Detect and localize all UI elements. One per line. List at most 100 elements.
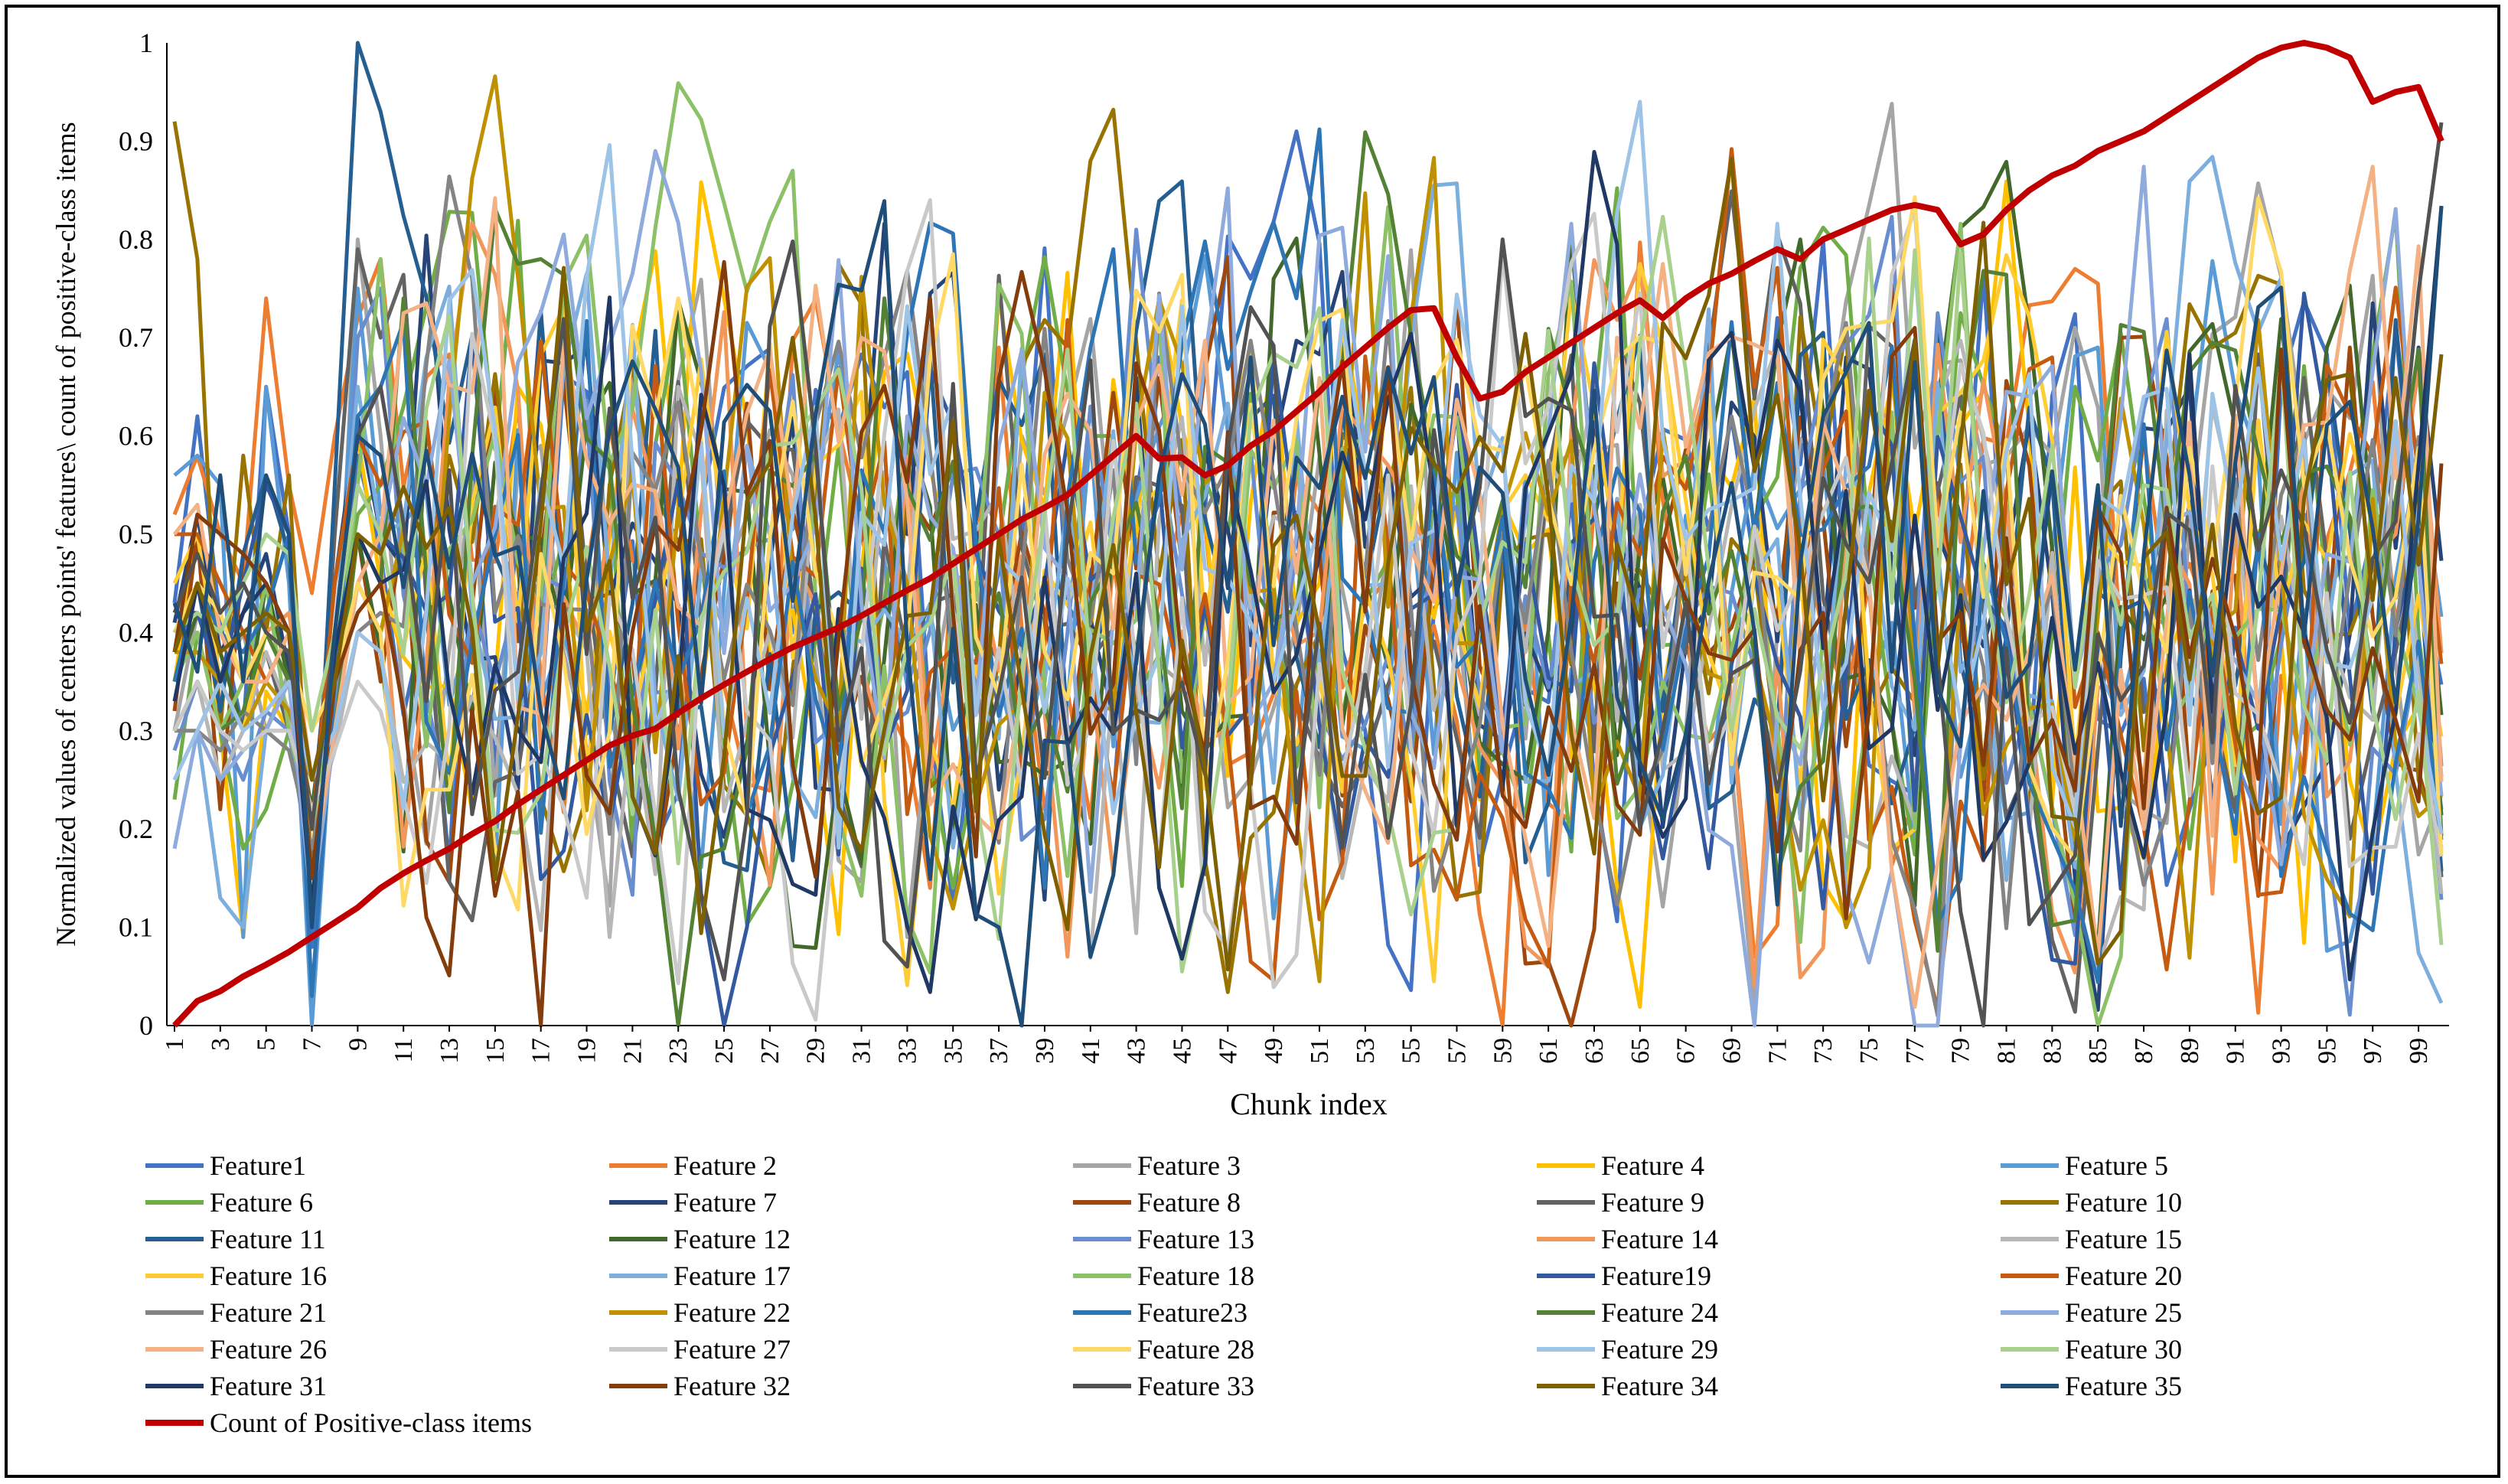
legend-item: Feature 12 [609,1221,791,1257]
legend-item: Feature 13 [1073,1221,1254,1257]
chart-axes [166,43,2449,1026]
legend-label: Feature 7 [673,1187,777,1218]
x-tick-label: 99 [2405,1038,2433,1064]
legend-swatch [609,1310,667,1315]
legend-label: Feature 15 [2065,1224,2182,1254]
legend-swatch [1073,1384,1131,1388]
legend-label: Feature 18 [1137,1261,1254,1291]
legend-item: Feature 29 [1537,1332,1718,1367]
x-tick-label: 31 [848,1038,876,1064]
legend-item: Feature 21 [145,1295,327,1330]
legend-swatch [1073,1347,1131,1352]
legend-swatch [1073,1310,1131,1315]
x-tick-label: 91 [2222,1038,2250,1064]
legend-label: Feature 3 [1137,1150,1241,1181]
y-tick-label: 0.4 [119,617,153,647]
legend-item: Feature 7 [609,1185,777,1220]
x-tick-label: 87 [2130,1038,2158,1064]
x-tick-label: 59 [1489,1038,1517,1064]
legend-swatch [609,1163,667,1168]
legend-swatch [1537,1384,1595,1388]
legend-label: Feature 11 [210,1224,326,1254]
legend-label: Feature 27 [673,1334,791,1365]
legend-label: Feature 5 [2065,1150,2168,1181]
x-tick-label: 89 [2176,1038,2204,1064]
legend-swatch [1537,1310,1595,1315]
x-tick-label: 39 [1031,1038,1059,1064]
x-tick-label: 49 [1260,1038,1288,1064]
legend-label: Feature 20 [2065,1261,2182,1291]
x-tick-label: 11 [390,1038,418,1063]
y-tick-label: 0.2 [119,814,153,844]
legend-item: Feature 24 [1537,1295,1718,1330]
legend-item: Feature 33 [1073,1368,1254,1404]
legend-swatch [145,1237,204,1241]
x-tick-label: 23 [664,1038,693,1064]
legend-label: Feature 31 [210,1371,327,1401]
legend-label: Feature 12 [673,1224,791,1254]
x-tick-label: 97 [2359,1038,2387,1064]
x-tick-label: 83 [2038,1038,2066,1064]
x-tick-label: 67 [1672,1038,1701,1064]
legend-item: Feature 27 [609,1332,791,1367]
y-tick-label: 0.7 [119,322,153,353]
series-line-feature-31 [172,150,2444,994]
legend-item: Feature 20 [2001,1258,2182,1293]
legend-label: Feature 22 [673,1297,791,1328]
legend-item: Feature 25 [2001,1295,2182,1330]
x-tick-label: 65 [1626,1038,1655,1064]
legend-label: Feature 25 [2065,1297,2182,1328]
legend-item: Feature 16 [145,1258,327,1293]
series-layer [172,40,2444,1028]
legend-swatch [1537,1347,1595,1352]
y-tick-label: 0.5 [119,519,153,550]
y-tick-label: 0 [139,1010,153,1041]
legend-label: Feature 32 [673,1371,791,1401]
legend-item: Feature 3 [1073,1148,1241,1183]
legend-label: Feature 13 [1137,1224,1254,1254]
legend-item: Feature 11 [145,1221,326,1257]
legend-label: Feature 6 [210,1187,313,1218]
legend-item: Feature 6 [145,1185,313,1220]
legend-swatch [145,1420,204,1426]
x-tick-label: 19 [573,1038,602,1064]
legend-item: Feature 35 [2001,1368,2182,1404]
y-tick-label: 0.3 [119,716,153,746]
legend-label: Feature23 [1137,1297,1247,1328]
x-tick-label: 63 [1580,1038,1609,1064]
legend-item: Feature 22 [609,1295,791,1330]
x-tick-label: 57 [1443,1038,1471,1064]
x-tick-label: 71 [1763,1038,1792,1064]
legend-item: Feature 28 [1073,1332,1254,1367]
x-tick-label: 25 [710,1038,739,1064]
legend-label: Feature 35 [2065,1371,2182,1401]
legend-swatch [609,1384,667,1388]
legend-swatch [1073,1200,1131,1205]
legend-swatch [2001,1347,2059,1352]
legend-label: Count of Positive-class items [210,1407,532,1438]
legend-label: Feature 28 [1137,1334,1254,1365]
legend-label: Feature 24 [1601,1297,1718,1328]
legend-swatch [145,1384,204,1388]
x-tick-label: 53 [1352,1038,1380,1064]
legend-item: Feature 17 [609,1258,791,1293]
series-line-feature-34 [172,157,2444,972]
series-line-feature-35 [172,199,2444,1028]
x-axis-title: Chunk index [1230,1087,1388,1121]
legend-swatch [609,1347,667,1352]
legend-item: Feature 18 [1073,1258,1254,1293]
legend-item: Feature 10 [2001,1185,2182,1220]
legend-swatch [145,1347,204,1352]
x-tick-label: 21 [618,1038,647,1064]
legend-item: Feature23 [1073,1295,1247,1330]
x-tick-label: 81 [1993,1038,2021,1064]
legend-label: Feature 8 [1137,1187,1241,1218]
legend-swatch [145,1310,204,1315]
x-tick-label: 77 [1901,1038,1929,1064]
legend-label: Feature 17 [673,1261,791,1291]
legend-item: Feature 31 [145,1368,327,1404]
legend-label: Feature 10 [2065,1187,2182,1218]
x-tick-label: 85 [2084,1038,2112,1064]
y-tick-label: 1 [139,28,153,58]
x-tick-label: 41 [1077,1038,1105,1064]
